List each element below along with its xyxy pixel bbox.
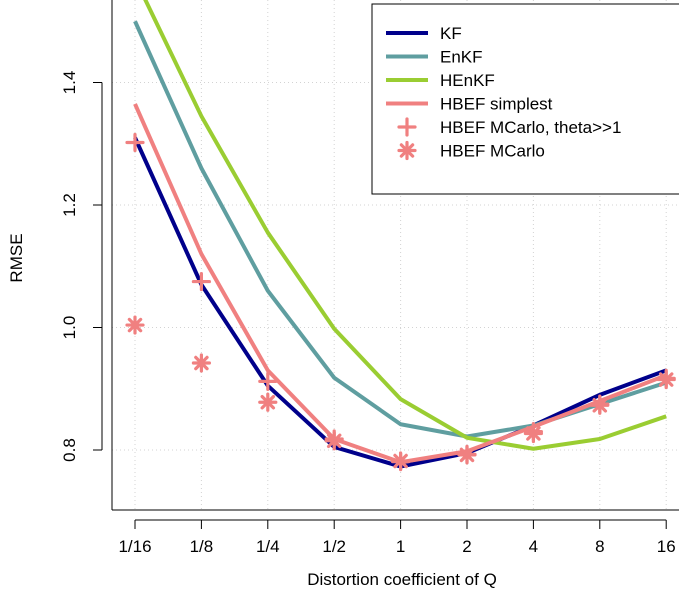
series-line-henkf [143,0,667,451]
axes-layer: RMSE Distortion coefficient of Q 1/16 1/8… [7,0,679,589]
data-point-hbef-mcarlo [590,395,610,415]
data-point-hbef-mcarlo-theta [258,371,278,391]
legend-label: EnKF [440,48,483,67]
data-point-hbef-mcarlo [324,431,344,451]
data-point-hbef-mcarlo [523,423,544,444]
data-point-hbef-mcarlo [457,445,477,465]
asterisk-marker-stroke [194,355,209,371]
legend-label: HBEF MCarlo, theta>>1 [440,118,621,137]
data-point-hbef-mcarlo [191,353,211,373]
data-point-hbef-mcarlo [125,315,145,335]
y-tick-label: 1.0 [60,316,79,340]
series-layer [125,0,676,472]
asterisk-marker-stroke [127,317,143,333]
x-tick-label: 1 [396,537,405,556]
legend-label: HEnKF [440,71,495,90]
data-point-hbef-mcarlo [258,392,278,412]
y-tick-label: 1.2 [60,193,79,217]
legend-box [371,3,679,195]
data-point-hbef-mcarlo [656,369,676,390]
asterisk-marker-stroke [526,426,541,441]
asterisk-marker-stroke [393,453,408,469]
x-tick-label: 1/4 [256,537,280,556]
data-point-hbef-mcarlo [391,451,411,471]
x-tick-label: 1/2 [322,537,346,556]
legend: KF EnKF HEnKF HBEF simplest HBEF MCarlo, the… [371,3,679,195]
asterisk-marker-stroke [459,447,475,463]
legend-label: HBEF MCarlo [440,142,545,161]
y-tick-label: 0.8 [60,438,79,462]
asterisk-marker-stroke [658,372,674,387]
asterisk-marker-stroke [592,398,608,413]
data-point-hbef-mcarlo-theta [191,271,211,292]
y-tick-label: 1.4 [60,71,79,95]
x-tick-label: 16 [657,537,676,556]
legend-key-asterisk [397,140,417,161]
data-point-hbef-mcarlo-theta [125,132,145,153]
series-clip-group [125,0,676,472]
x-tick-label: 1/8 [190,537,214,556]
legend-key-plus [397,117,417,137]
x-axis-title: Distortion coefficient of Q [307,570,497,589]
legend-label: HBEF simplest [440,95,553,114]
asterisk-marker-stroke [326,433,342,449]
x-tick-label: 1/16 [118,537,151,556]
y-axis-title: RMSE [7,233,26,282]
x-tick-label: 4 [529,537,538,556]
asterisk-marker-stroke [399,143,415,158]
asterisk-marker-stroke [260,394,276,410]
x-tick-label: 2 [462,537,471,556]
legend-label: KF [440,24,462,43]
x-tick-label: 8 [595,537,604,556]
